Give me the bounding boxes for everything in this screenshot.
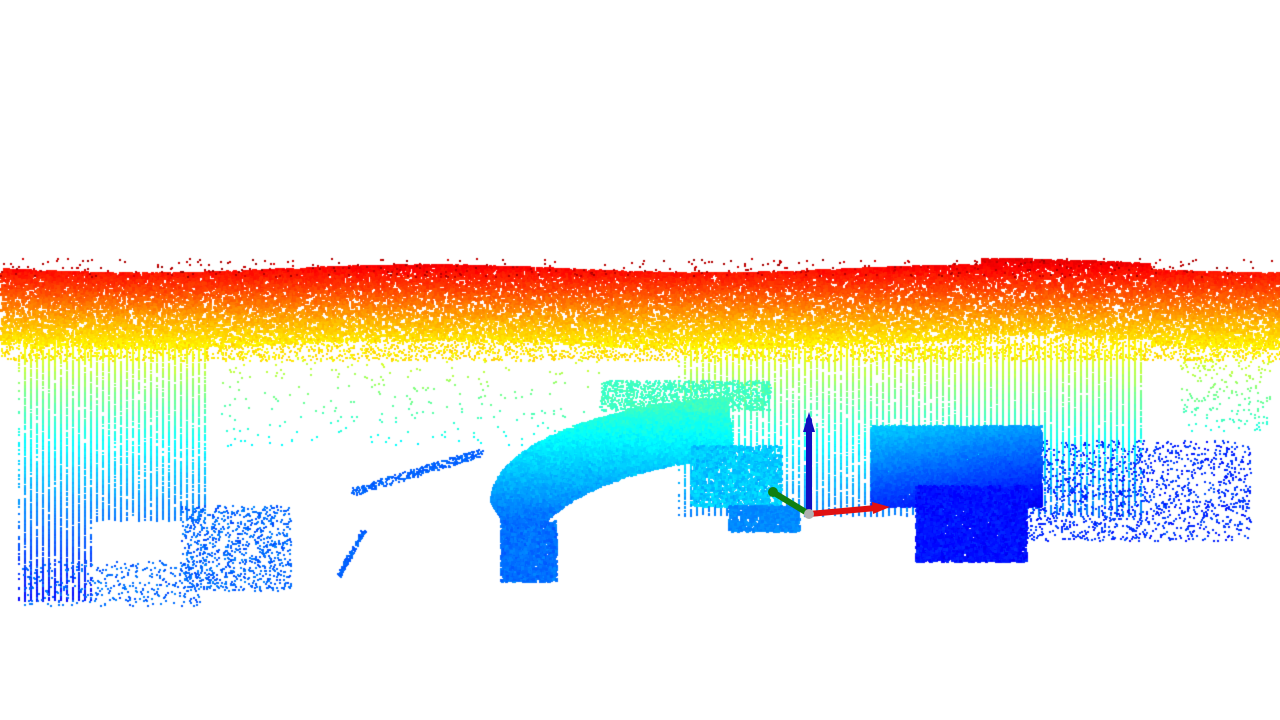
3d-viewport[interactable] — [0, 0, 1280, 720]
point-cloud-canvas[interactable] — [0, 0, 1280, 720]
